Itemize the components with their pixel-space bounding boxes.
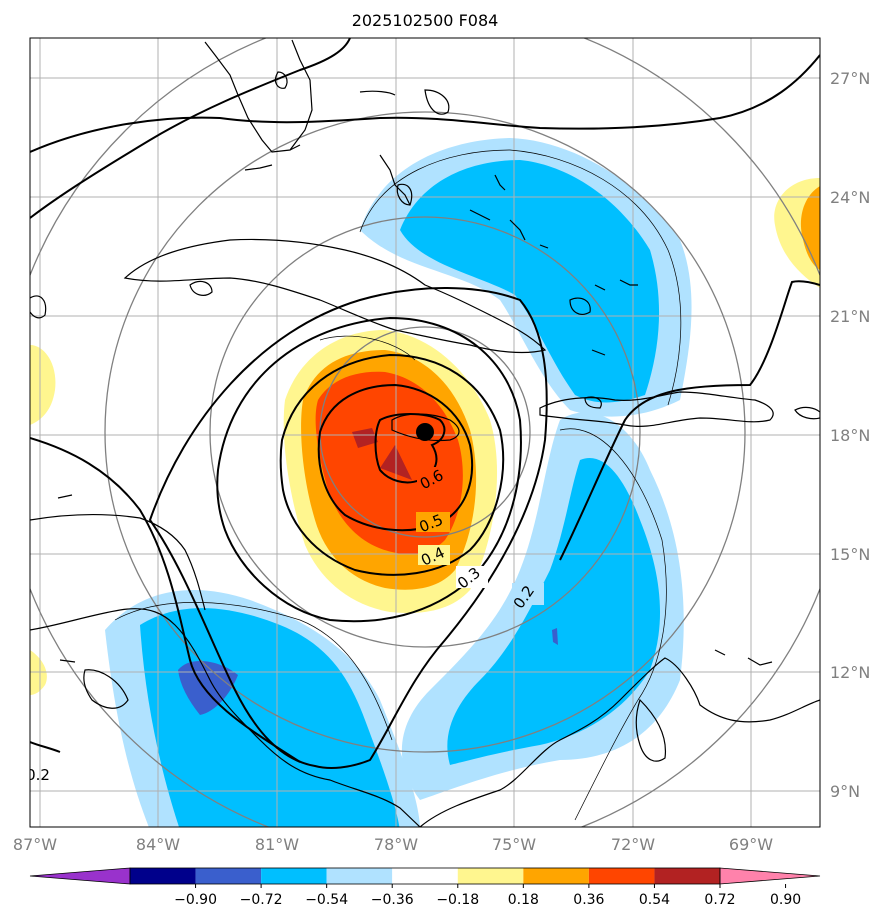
map-title: 2025102500 F084 [352,11,499,30]
colorbar-border [129,867,721,885]
lon-label: 81°W [255,835,299,854]
storm-center-marker [416,423,434,441]
colorbar-label: −0.90 [174,892,217,908]
colorbar-label: 0.90 [770,892,801,908]
lon-label: 87°W [13,835,57,854]
colorbar: −0.90 −0.72 −0.54 −0.36 −0.18 0.18 0.36 0.54 0.7… [29,867,821,908]
colorbar-label: 0.36 [573,892,604,908]
colorbar-bin [588,868,655,884]
graticule [30,38,820,827]
colorbar-label: −0.54 [305,892,348,908]
negative-anomaly-dark-sw [178,660,238,715]
south-america-coast [419,657,820,827]
lat-label: 21°N [830,307,870,326]
colorbar-bin [195,868,262,884]
lat-label: 24°N [830,188,870,207]
lon-label: 84°W [136,835,180,854]
colorbar-label: −0.36 [371,892,414,908]
map-area: 0.6 0.5 0.4 0.3 0.2 0.2 [26,38,820,827]
contour-0.5 [317,383,474,532]
colorbar-label: −0.72 [240,892,283,908]
contour-0.2 [148,287,548,769]
colorbar-bin [130,868,196,884]
colorbar-extend-low [29,867,131,885]
lat-label: 15°N [830,545,870,564]
lat-label: 12°N [830,663,870,682]
positive-anomaly-east-orange [800,186,820,270]
lon-label: 72°W [611,835,655,854]
coastlines [30,39,820,827]
colorbar-bin [326,868,393,884]
florida-coast [204,39,313,153]
colorbar-bin [457,868,524,884]
contour-label-group: 0.6 0.5 0.4 0.3 0.2 0.2 [26,466,544,784]
lon-label: 69°W [729,835,773,854]
colorbar-bin [523,868,589,884]
colorbar-label: 0.72 [704,892,735,908]
contour-0.3 [216,316,522,623]
positive-anomaly-west-yellow [30,345,56,425]
jamaica-coast [391,413,460,442]
colorbar-label: −0.18 [436,892,479,908]
negative-anomaly-mid-se [447,458,661,765]
lon-label: 78°W [374,835,418,854]
map-frame [29,37,821,828]
lat-label: 9°N [830,782,860,801]
colorbar-label: 0.54 [639,892,670,908]
contour-east [559,280,820,561]
colorbar-extend-high [719,867,821,885]
lat-label: 18°N [830,426,870,445]
colorbar-bin [392,868,458,884]
lat-axis: 27°N 24°N 21°N 18°N 15°N 12°N 9°N [830,69,870,801]
lon-label: 75°W [492,835,536,854]
thick-contours [30,38,820,769]
cuba-coast [123,238,547,354]
central-america-coast [30,514,421,827]
colorbar-label: 0.18 [508,892,539,908]
contour-north-2 [30,38,351,219]
thin-contours [114,149,682,821]
contour-0.4 [279,353,505,576]
contour-north-1 [30,54,820,153]
contour-sw-edge [30,741,61,753]
positive-anomaly-darkred-1 [352,428,378,448]
contour-west [30,437,301,763]
hispaniola-coast [539,391,774,427]
contour-label: 0.2 [26,766,50,784]
distance-rings [30,38,820,827]
lat-label: 27°N [830,69,870,88]
colorbar-bin [654,868,720,884]
lon-axis: 87°W 84°W 81°W 78°W 75°W 72°W 69°W [13,835,773,854]
colorbar-bin [261,868,327,884]
negative-anomaly-dark-spot [552,628,558,645]
contour-0.6 [374,413,446,484]
